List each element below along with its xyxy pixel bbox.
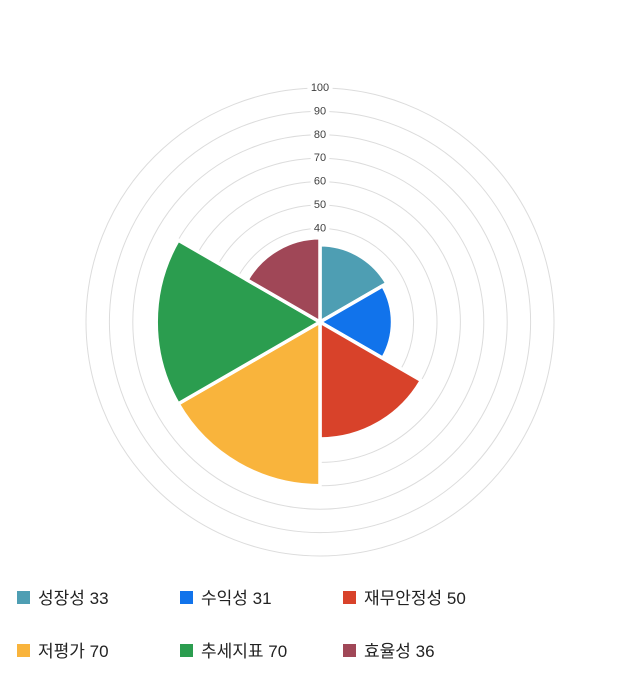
- tick-label-bg: [310, 150, 330, 164]
- chart-sector-1: [316, 283, 395, 361]
- legend-label: 효율성 36: [364, 642, 435, 661]
- radial-axis-tick: 100: [311, 82, 329, 94]
- chart-sector-0: [318, 243, 390, 326]
- legend-label: 수익성 31: [201, 589, 272, 608]
- legend-label: 추세지표 70: [201, 642, 288, 661]
- radial-axis-tick: 90: [314, 105, 326, 117]
- legend-swatch: [180, 644, 193, 657]
- legend-swatch: [343, 644, 356, 657]
- tick-label-bg: [310, 127, 330, 141]
- legend-item-3: 저평가 70: [17, 642, 109, 662]
- legend-swatch: [343, 591, 356, 604]
- tick-label-bg: [310, 220, 330, 234]
- chart-sector-3: [175, 318, 322, 488]
- tick-label-bg: [310, 174, 330, 188]
- radial-axis-tick: 40: [314, 222, 326, 234]
- legend-swatch: [17, 591, 30, 604]
- tick-label-bg: [307, 80, 333, 94]
- radial-axis-tick: 70: [314, 152, 326, 164]
- legend-label: 성장성 33: [38, 589, 109, 608]
- legend-swatch: [180, 591, 193, 604]
- radial-axis-tick: 80: [314, 129, 326, 141]
- radial-axis-tick: 60: [314, 176, 326, 188]
- legend-item-1: 수익성 31: [180, 589, 272, 609]
- legend-item-5: 효율성 36: [343, 642, 435, 662]
- legend-item-0: 성장성 33: [17, 589, 109, 609]
- radial-axis-tick: 50: [314, 199, 326, 211]
- legend-item-2: 재무안정성 50: [343, 589, 466, 609]
- chart-sector-4: [154, 237, 324, 407]
- tick-label-bg: [310, 103, 330, 117]
- tick-label-bg: [310, 197, 330, 211]
- legend-item-4: 추세지표 70: [180, 642, 287, 662]
- polar-rose-chart: 40 50 60 70 80 90 100: [85, 80, 555, 557]
- legend-label: 저평가 70: [38, 642, 109, 661]
- legend-swatch: [17, 644, 30, 657]
- chart-sector-5: [244, 236, 322, 326]
- chart-sector-2: [318, 318, 424, 441]
- legend-label: 재무안정성 50: [364, 589, 466, 608]
